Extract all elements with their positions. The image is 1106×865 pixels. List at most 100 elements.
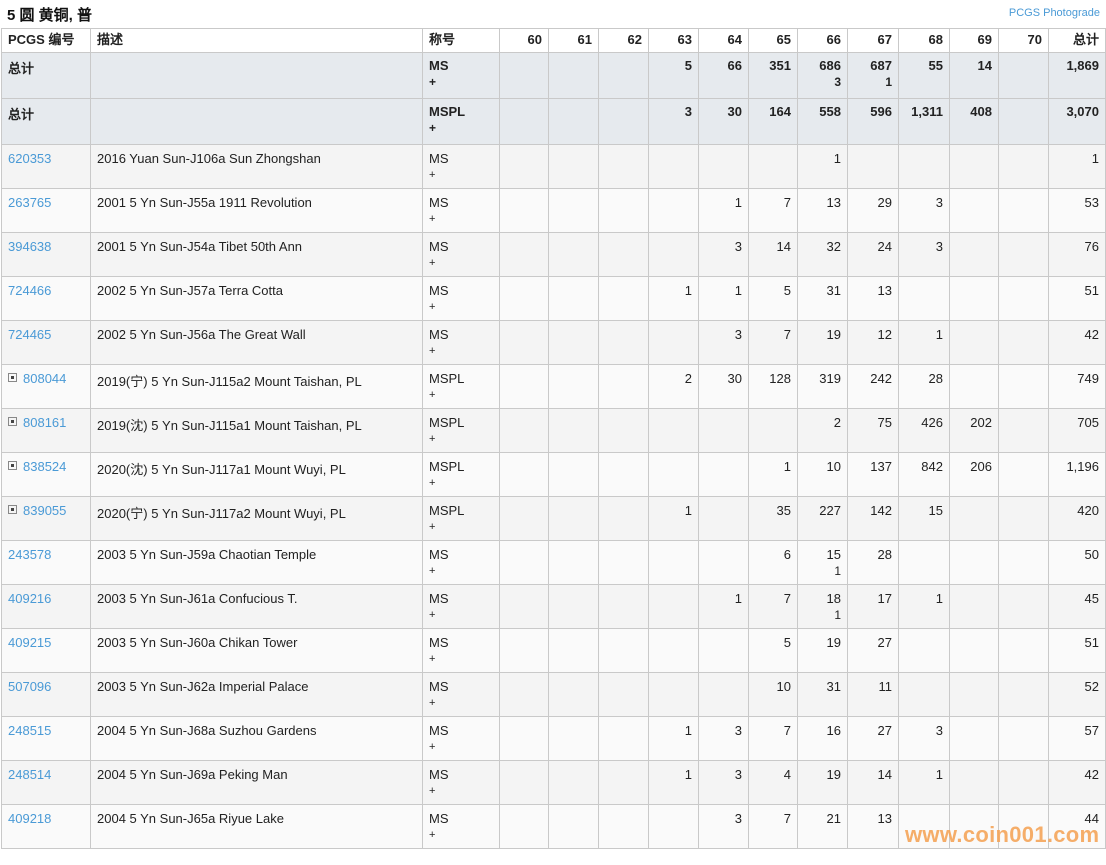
row-total: 51 [1048,276,1106,321]
pcgs-id-link[interactable]: 409215 [8,635,52,650]
column-header-grade-61[interactable]: 61 [548,28,599,53]
expand-icon[interactable] [8,505,17,514]
grade-count-cell: 408 [949,98,999,145]
pcgs-id-link[interactable]: 808044 [23,371,67,386]
column-header-total[interactable]: 总计 [1048,28,1106,53]
grade-count-cell [949,716,999,761]
expand-icon[interactable] [8,417,17,426]
column-header-grade-63[interactable]: 63 [648,28,699,53]
grade-count: 18 [826,591,841,606]
pcgs-id-link[interactable]: 409218 [8,811,52,826]
pcgs-id-link[interactable]: 409216 [8,591,52,606]
grade-count: 1 [684,283,692,298]
pcgs-photograde-link[interactable]: PCGS Photograde [1008,7,1100,19]
grade-count: 27 [877,723,892,738]
pcgs-id-link[interactable]: 248514 [8,767,52,782]
grade-count-cell: 30 [698,364,749,409]
grade-count-cell [499,540,549,585]
column-header-grade-66[interactable]: 66 [797,28,848,53]
table-row: 808161 2019(沈) 5 Yn Sun-J115a1 Mount Tais… [1,408,1106,453]
table-row: 243578 2003 5 Yn Sun-J59a Chaotian Temple… [1,540,1106,585]
pcgs-id-link[interactable]: 838524 [23,459,67,474]
row-total: 76 [1048,232,1106,277]
grade-designation: MSPL [429,503,465,518]
grade-count-cell: 351 [748,52,798,99]
column-header-grade-69[interactable]: 69 [949,28,999,53]
pcgs-id-link[interactable]: 808161 [23,415,67,430]
grade-count-cell: 3 [698,320,749,365]
column-header-grade-62[interactable]: 62 [598,28,649,53]
column-header-grade-68[interactable]: 68 [898,28,950,53]
grade-count-cell [648,672,699,717]
table-row: 409215 2003 5 Yn Sun-J60a Chikan Tower MS +… [1,628,1106,673]
population-table: PCGS 编号 描述 称号 60 61 62 63 64 65 66 67 68 69 70 总计 总… [1,28,1106,849]
pcgs-id-link[interactable]: 724466 [8,283,52,298]
column-header-desc[interactable]: 描述 [90,28,423,53]
column-header-grade-64[interactable]: 64 [698,28,749,53]
grade-count-cell [998,364,1049,409]
grade-count: 4 [783,767,791,782]
grade-count-cell [548,452,599,497]
grade-count-cell: 31 [797,672,848,717]
grade-plus: + [429,829,436,841]
grade-count-cell: 29 [847,188,899,233]
column-header-grade-65[interactable]: 65 [748,28,798,53]
row-total: 749 [1048,364,1106,409]
pcgs-id-link[interactable]: 243578 [8,547,52,562]
grade-count-cell [548,804,599,849]
grade-count-cell [598,52,649,99]
grade-cell: MS + [422,540,500,585]
grade-count: 351 [769,58,791,73]
grade-count: 2 [684,371,692,386]
grade-count-cell [898,540,950,585]
grade-count-cell: 16 [797,716,848,761]
expand-icon[interactable] [8,373,17,382]
grade-count: 3 [935,723,943,738]
grade-count-cell [499,52,549,99]
grade-count: 1 [734,591,742,606]
grade-count: 1 [684,723,692,738]
grade-count-cell: 1 [648,276,699,321]
grade-count-cell [949,144,999,189]
grade-count-cell: 55 [898,52,950,99]
grade-count-cell [499,232,549,277]
grade-designation: MS [429,591,449,606]
grade-count-cell: 137 [847,452,899,497]
grade-count-cell: 2 [797,408,848,453]
row-total: 705 [1048,408,1106,453]
grade-count-cell: 27 [847,628,899,673]
column-header-grade-67[interactable]: 67 [847,28,899,53]
grade-count: 137 [870,459,892,474]
grade-count-cell [548,276,599,321]
grade-count-cell: 1 [648,716,699,761]
column-header-grade-70[interactable]: 70 [998,28,1049,53]
grade-count-cell [548,98,599,145]
grade-count-cell [548,144,599,189]
grade-count-cell [698,452,749,497]
row-total: 1 [1048,144,1106,189]
grade-count-cell: 10 [797,452,848,497]
pcgs-id-link[interactable]: 839055 [23,503,67,518]
coin-description: 2003 5 Yn Sun-J61a Confucious T. [90,584,423,629]
grade-count-cell: 13 [847,804,899,849]
column-header-grade[interactable]: 称号 [422,28,500,53]
pcgs-id-link[interactable]: 263765 [8,195,52,210]
grade-count: 7 [783,195,791,210]
pcgs-id-link[interactable]: 724465 [8,327,52,342]
grade-count-cell [648,452,699,497]
column-header-grade-60[interactable]: 60 [499,28,549,53]
table-row: 839055 2020(宁) 5 Yn Sun-J117a2 Mount Wuyi… [1,496,1106,541]
pcgs-id-link[interactable]: 394638 [8,239,52,254]
grade-count: 7 [783,591,791,606]
column-header-id[interactable]: PCGS 编号 [1,28,91,53]
pcgs-id-link[interactable]: 248515 [8,723,52,738]
grade-count-cell: 206 [949,452,999,497]
pcgs-id-link[interactable]: 620353 [8,151,52,166]
pcgs-id-link[interactable]: 507096 [8,679,52,694]
grade-count: 75 [877,415,892,430]
empty-desc-cell [90,98,423,145]
grade-count: 13 [877,283,892,298]
expand-icon[interactable] [8,461,17,470]
grade-count-cell: 7 [748,320,798,365]
grade-count-cell [998,804,1049,849]
